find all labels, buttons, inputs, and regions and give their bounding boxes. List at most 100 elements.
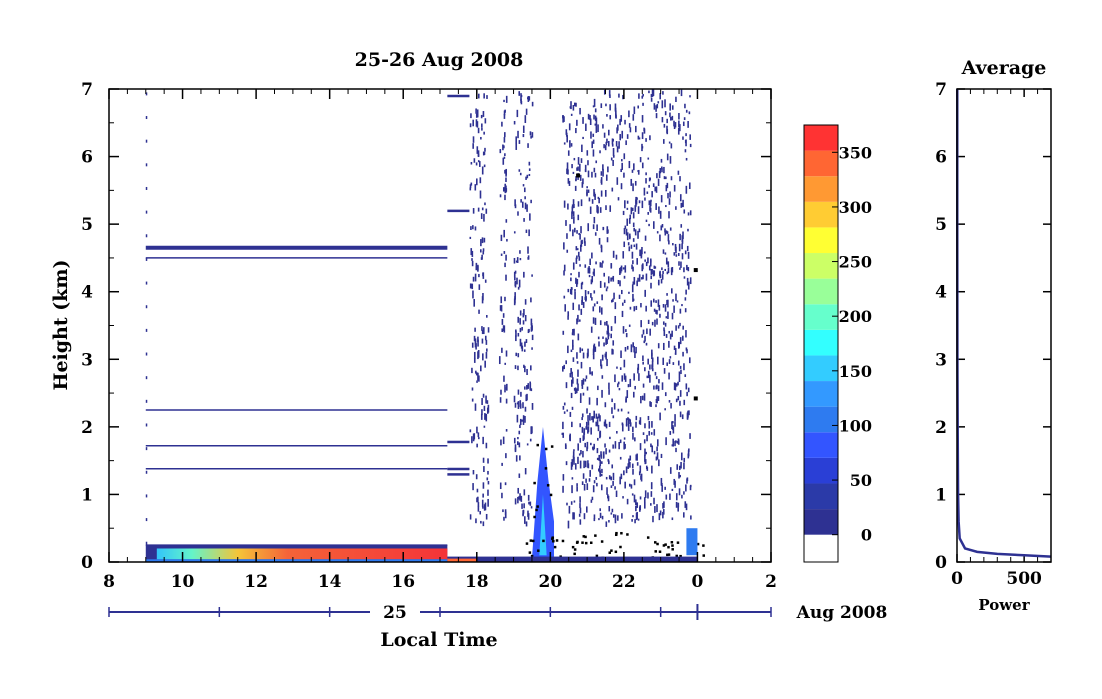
noise-speck bbox=[505, 429, 508, 432]
noise-speck bbox=[644, 335, 646, 342]
black-speck bbox=[550, 445, 554, 448]
noise-speck bbox=[645, 261, 648, 267]
noise-speck bbox=[632, 391, 635, 398]
noise-speck bbox=[605, 423, 608, 429]
black-speck bbox=[667, 545, 670, 549]
noise-speck bbox=[476, 497, 478, 503]
noise-speck bbox=[614, 441, 617, 449]
noise-speck bbox=[505, 453, 507, 459]
noise-speck bbox=[610, 263, 613, 269]
noise-speck bbox=[487, 498, 489, 507]
noise-speck bbox=[614, 518, 617, 524]
noise-speck bbox=[503, 110, 506, 116]
noise-speck bbox=[602, 124, 604, 129]
noise-speck bbox=[627, 418, 630, 426]
noise-speck bbox=[621, 130, 624, 139]
noise-speck bbox=[681, 304, 683, 307]
noise-speck bbox=[647, 492, 649, 499]
noise-speck bbox=[616, 146, 619, 153]
noise-speck bbox=[499, 397, 502, 403]
noise-speck bbox=[476, 121, 479, 128]
noise-speck bbox=[475, 162, 478, 166]
noise-speck bbox=[499, 149, 502, 154]
noise-speck bbox=[529, 501, 532, 506]
noise-speck bbox=[655, 186, 658, 193]
noise-speck bbox=[651, 465, 653, 474]
noise-speck bbox=[675, 206, 677, 210]
noise-speck bbox=[606, 237, 609, 243]
noise-speck bbox=[644, 259, 646, 262]
noise-speck bbox=[662, 503, 664, 509]
noise-speck bbox=[608, 382, 610, 390]
noise-speck bbox=[618, 388, 621, 391]
noise-speck bbox=[570, 501, 573, 505]
noise-speck bbox=[665, 230, 668, 234]
noise-speck bbox=[619, 456, 622, 460]
noise-speck bbox=[615, 490, 618, 498]
noise-speck bbox=[483, 504, 486, 511]
noise-speck bbox=[591, 199, 594, 204]
noise-speck bbox=[676, 464, 679, 470]
noise-speck bbox=[639, 465, 642, 473]
noise-speck bbox=[504, 194, 506, 201]
noise-speck bbox=[619, 121, 621, 126]
noise-speck bbox=[652, 298, 655, 303]
noise-speck bbox=[593, 345, 595, 351]
noise-speck bbox=[677, 127, 680, 135]
noise-speck bbox=[644, 197, 646, 201]
noise-speck bbox=[605, 141, 608, 146]
noise-speck bbox=[567, 345, 569, 354]
noise-speck bbox=[642, 274, 644, 280]
noise-speck bbox=[685, 157, 688, 161]
noise-speck bbox=[519, 172, 522, 176]
noise-speck bbox=[480, 520, 482, 524]
x-tick-label: 20 bbox=[538, 572, 562, 592]
noise-speck bbox=[647, 370, 650, 379]
noise-speck bbox=[524, 365, 526, 373]
avg-y-tick-label: 0 bbox=[935, 553, 947, 573]
noise-speck bbox=[596, 437, 599, 441]
noise-speck bbox=[626, 200, 629, 204]
noise-speck bbox=[517, 353, 520, 358]
column-dash bbox=[145, 447, 148, 451]
y-axis-label: Height (km) bbox=[50, 260, 72, 391]
noise-speck bbox=[606, 113, 608, 117]
noise-speck bbox=[472, 483, 474, 491]
noise-speck bbox=[591, 496, 594, 501]
noise-speck bbox=[597, 424, 600, 432]
noise-speck bbox=[664, 111, 667, 116]
noise-speck bbox=[570, 273, 572, 276]
noise-speck bbox=[597, 124, 599, 133]
noise-speck bbox=[473, 335, 476, 342]
noise-speck bbox=[478, 273, 480, 278]
noise-speck bbox=[611, 398, 613, 403]
noise-speck bbox=[673, 478, 676, 485]
noise-speck bbox=[655, 300, 657, 303]
noise-speck bbox=[595, 421, 598, 427]
black-speck bbox=[595, 554, 599, 558]
noise-speck bbox=[674, 382, 677, 391]
column-dash bbox=[145, 494, 148, 498]
noise-speck bbox=[595, 117, 598, 126]
noise-speck bbox=[631, 264, 633, 270]
noise-speck bbox=[623, 153, 626, 160]
noise-speck bbox=[505, 219, 508, 223]
noise-speck bbox=[606, 358, 608, 367]
colorbar-segment bbox=[804, 457, 838, 484]
noise-speck bbox=[631, 207, 634, 212]
avg-y-tick-label: 6 bbox=[935, 148, 947, 168]
noise-speck bbox=[614, 103, 617, 111]
noise-speck bbox=[625, 424, 628, 427]
noise-speck bbox=[597, 196, 600, 199]
noise-speck bbox=[656, 452, 659, 460]
noise-speck bbox=[563, 295, 566, 299]
black-speck bbox=[667, 553, 671, 556]
black-speck bbox=[693, 396, 698, 401]
noise-speck bbox=[521, 503, 523, 509]
noise-speck bbox=[482, 436, 484, 445]
noise-speck bbox=[617, 408, 620, 412]
noise-speck bbox=[530, 506, 533, 509]
noise-speck bbox=[607, 166, 609, 173]
noise-speck bbox=[484, 413, 486, 420]
